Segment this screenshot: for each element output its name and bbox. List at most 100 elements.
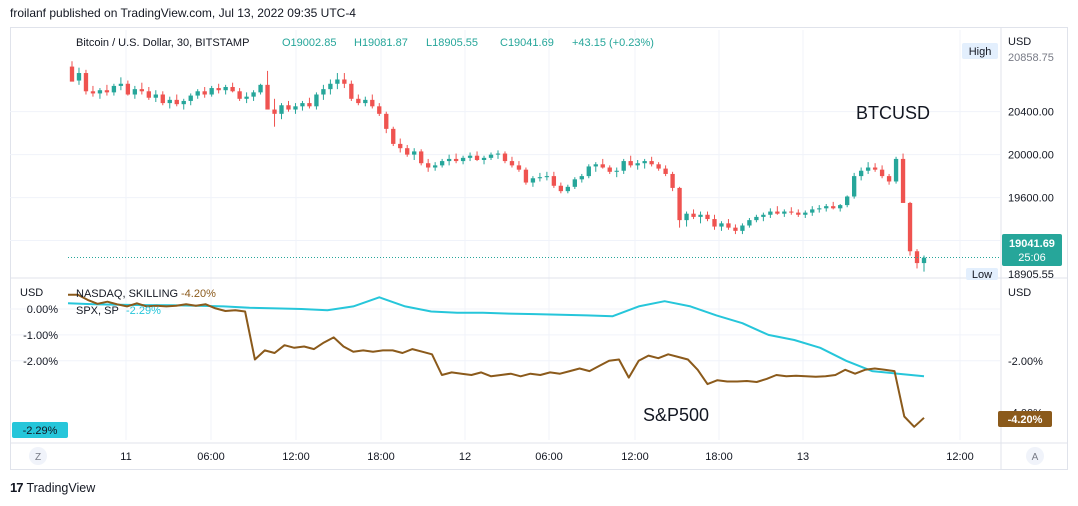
candle-body <box>607 167 612 172</box>
candle-body <box>188 95 193 101</box>
last-price-label: 19041.69 <box>1009 238 1055 250</box>
candle-body <box>118 83 124 86</box>
candle-body <box>132 89 138 95</box>
candle-body <box>481 157 487 160</box>
footer-brand: TradingView <box>26 480 96 495</box>
candle-body <box>405 148 410 155</box>
candle-body <box>272 109 277 114</box>
candle-body <box>279 105 284 114</box>
nasdaq-series-line <box>68 293 925 428</box>
high-label-box <box>962 43 998 59</box>
candle-body <box>677 187 682 221</box>
candle-body <box>775 211 780 214</box>
legend-low: L18905.55 <box>426 37 478 49</box>
zoom-button[interactable] <box>29 447 47 465</box>
candle-body <box>593 164 598 167</box>
x-tick-label: 12:00 <box>946 451 974 463</box>
candle-body <box>712 219 717 227</box>
auto-scale-button[interactable] <box>1026 447 1044 465</box>
spx-last-label: -2.29% <box>23 425 58 437</box>
price-axis-tick-label: 19600.00 <box>1008 193 1054 205</box>
candle-body <box>153 94 158 98</box>
candle-body <box>76 73 82 81</box>
auto-scale-button-label: A <box>1032 452 1039 463</box>
candle-body <box>768 211 773 215</box>
legend-change: +43.15 (+0.23%) <box>572 37 654 49</box>
percent-axis-left-tick-label: -1.00% <box>23 330 58 342</box>
x-tick-label: 13 <box>797 451 809 463</box>
legend-symbol: Bitcoin / U.S. Dollar, 30, BITSTAMP <box>76 37 249 49</box>
candle-body <box>872 167 878 170</box>
candle-body <box>160 94 165 104</box>
x-tick-label: 12 <box>459 451 471 463</box>
candle-body <box>425 163 431 168</box>
candle-body <box>705 214 710 220</box>
percent-axis-currency-right: USD <box>1008 287 1031 299</box>
candle-body <box>251 92 256 97</box>
candle-body <box>398 143 403 149</box>
candle-body <box>495 153 501 155</box>
high-label: High <box>969 46 992 58</box>
countdown-label: 25:06 <box>1018 252 1046 264</box>
candle-body <box>453 158 459 162</box>
candle-body <box>789 211 794 213</box>
candle-body <box>803 212 808 215</box>
candle-body <box>181 100 186 105</box>
legend-close: C19041.69 <box>500 37 554 49</box>
candle-body <box>900 158 906 203</box>
candle-body <box>754 216 759 221</box>
candle-body <box>747 220 752 226</box>
legend-high: H19081.87 <box>354 37 408 49</box>
candle-body <box>579 176 584 180</box>
candle-body <box>356 98 361 104</box>
candle-body <box>586 166 591 177</box>
candle-body <box>258 84 263 93</box>
low-value-label: 18905.55 <box>1008 269 1054 281</box>
candle-body <box>810 209 815 213</box>
candle-body <box>858 170 864 177</box>
candle-body <box>698 214 703 217</box>
candle-body <box>111 85 117 93</box>
candle-body <box>230 86 235 92</box>
candle-body <box>796 212 801 215</box>
low-label: Low <box>972 269 992 281</box>
candle-body <box>670 173 675 188</box>
zoom-button-label: Z <box>35 452 41 463</box>
candle-body <box>223 86 228 91</box>
candle-body <box>202 91 207 95</box>
percent-axis-right-tick-label: -2.00% <box>1008 356 1043 368</box>
x-tick-label: 06:00 <box>197 451 225 463</box>
candle-body <box>446 158 452 162</box>
candle-body <box>851 176 857 197</box>
candle-body <box>838 205 843 209</box>
candle-body <box>300 103 305 107</box>
btcusd-annotation: BTCUSD <box>856 103 930 123</box>
header-published: froilanf published on TradingView.com, J… <box>10 6 356 20</box>
candle-body <box>558 185 564 192</box>
x-tick-label: 12:00 <box>621 451 649 463</box>
candle-body <box>761 214 766 217</box>
candle-body <box>97 90 103 94</box>
candle-body <box>886 176 892 182</box>
candle-body <box>125 83 131 95</box>
candle-body <box>845 196 850 206</box>
candle-body <box>90 91 96 94</box>
footer: 17 TradingView <box>10 480 95 495</box>
candle-body <box>621 161 626 171</box>
x-tick-label: 06:00 <box>535 451 563 463</box>
percent-axis-currency-left: USD <box>20 287 43 299</box>
candle-body <box>893 158 899 182</box>
candle-body <box>733 227 738 231</box>
spx-last-badge <box>12 422 68 438</box>
price-axis-currency: USD <box>1008 36 1031 48</box>
candle-body <box>817 208 822 210</box>
nasdaq-last-badge <box>998 411 1052 427</box>
x-tick-label: 12:00 <box>282 451 310 463</box>
candle-body <box>104 90 110 93</box>
legend-spx-change: -2.29% <box>126 305 161 317</box>
candle-body <box>879 169 885 177</box>
candle-body <box>139 89 145 92</box>
candle-body <box>572 179 577 187</box>
candle-body <box>565 186 571 192</box>
